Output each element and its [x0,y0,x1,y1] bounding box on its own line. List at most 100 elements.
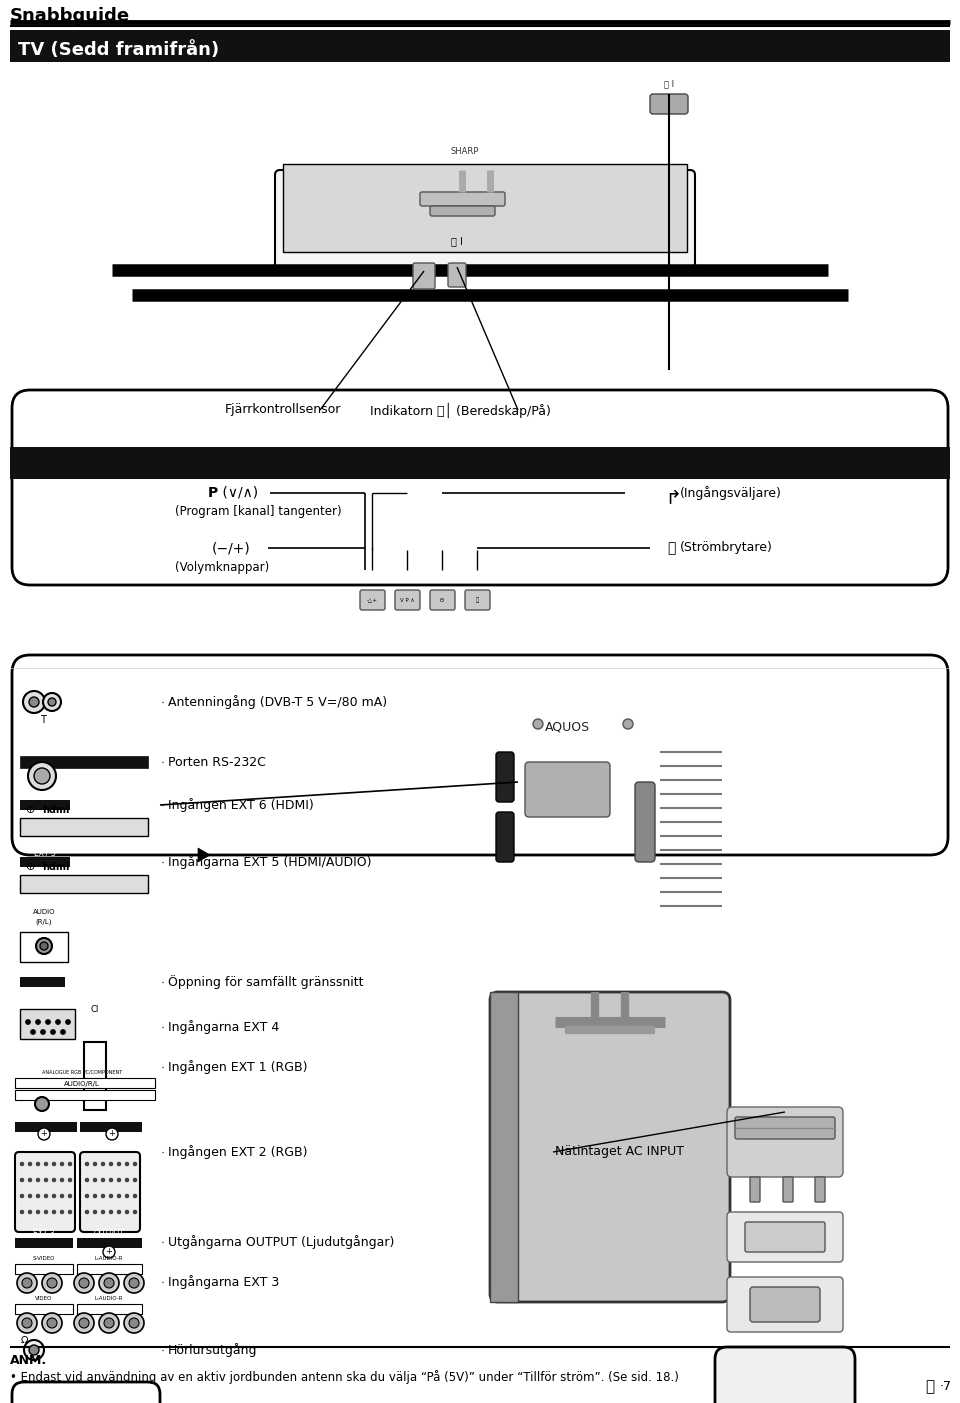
Circle shape [26,1020,31,1024]
Text: L-AUDIO-R: L-AUDIO-R [95,1256,123,1260]
Text: S-VIDEO: S-VIDEO [33,1256,55,1260]
Text: Ingången EXT 1 (RGB): Ingången EXT 1 (RGB) [168,1061,307,1073]
Circle shape [60,1162,64,1166]
Circle shape [28,1179,32,1181]
Circle shape [20,1162,24,1166]
Circle shape [22,1278,32,1288]
FancyBboxPatch shape [727,1277,843,1331]
Circle shape [28,1209,32,1214]
FancyBboxPatch shape [12,1382,160,1403]
FancyBboxPatch shape [430,591,455,610]
Text: ⒨ I: ⒨ I [664,80,674,88]
Circle shape [36,1209,40,1214]
Circle shape [23,692,45,713]
Circle shape [44,1179,48,1181]
Circle shape [68,1194,72,1198]
Text: (Program [kanal] tangenter): (Program [kanal] tangenter) [175,505,342,519]
Text: T: T [40,716,46,725]
Circle shape [29,1345,39,1355]
Text: Θ: Θ [440,598,444,602]
Circle shape [40,941,48,950]
Circle shape [85,1209,89,1214]
Text: (R/L): (R/L) [36,919,52,925]
Circle shape [48,699,56,706]
Text: Hörlursutgång: Hörlursutgång [168,1343,257,1357]
Text: hdmi: hdmi [42,861,69,873]
FancyBboxPatch shape [12,390,948,585]
FancyBboxPatch shape [360,591,385,610]
Circle shape [36,1179,40,1181]
FancyBboxPatch shape [448,262,466,288]
Circle shape [68,1209,72,1214]
Circle shape [117,1209,121,1214]
Bar [20,800,70,810]
Bar [10,448,950,478]
FancyBboxPatch shape [783,1177,793,1202]
Circle shape [56,1020,60,1024]
Text: ⒨: ⒨ [475,598,479,603]
Circle shape [125,1162,129,1166]
Text: ⒨ I: ⒨ I [451,236,463,246]
Circle shape [117,1162,121,1166]
Polygon shape [198,847,210,861]
FancyBboxPatch shape [715,1347,855,1403]
Text: Utgångarna OUTPUT (Ljudutgångar): Utgångarna OUTPUT (Ljudutgångar) [168,1235,395,1249]
Circle shape [45,1020,51,1024]
FancyBboxPatch shape [413,262,435,289]
Circle shape [79,1278,89,1288]
Circle shape [40,1030,45,1034]
Circle shape [60,1194,64,1198]
FancyBboxPatch shape [815,1177,825,1202]
Bar [77,1303,142,1315]
Text: EXT 2: EXT 2 [90,1114,111,1122]
Text: EXT 4: EXT 4 [31,968,53,978]
Text: Öppning för samfällt gränssnitt: Öppning för samfällt gränssnitt [168,975,364,989]
Text: (∨/∧): (∨/∧) [218,485,258,499]
Bar [20,932,68,962]
Text: Ingångarna EXT 5 (HDMI/AUDIO): Ingångarna EXT 5 (HDMI/AUDIO) [168,854,372,868]
Bar [15,1237,73,1249]
Circle shape [93,1179,97,1181]
Bar [20,976,65,986]
Circle shape [28,762,56,790]
Text: hdmi: hdmi [42,805,69,815]
Text: VIDEO: VIDEO [36,1295,53,1301]
Circle shape [68,1179,72,1181]
Bar [15,1078,155,1087]
FancyBboxPatch shape [650,94,688,114]
Text: Snabbguide: Snabbguide [10,7,131,25]
Circle shape [47,1278,57,1288]
FancyBboxPatch shape [727,1107,843,1177]
Text: TV (Sedd framifrån): TV (Sedd framifrån) [18,41,219,59]
Circle shape [109,1194,113,1198]
Circle shape [20,1179,24,1181]
Circle shape [36,1020,40,1024]
Circle shape [22,1317,32,1329]
Circle shape [109,1209,113,1214]
Text: ⒨: ⒨ [667,542,676,556]
Circle shape [42,1273,62,1294]
FancyBboxPatch shape [635,781,655,861]
Circle shape [28,1194,32,1198]
Circle shape [52,1179,56,1181]
Text: • Endast vid användning av en aktiv jordbunden antenn ska du välja “På (5V)” und: • Endast vid användning av en aktiv jord… [10,1369,679,1383]
Circle shape [17,1273,37,1294]
Circle shape [60,1179,64,1181]
Circle shape [60,1030,65,1034]
FancyBboxPatch shape [496,812,514,861]
Bar [20,1009,75,1040]
Circle shape [20,1194,24,1198]
Circle shape [35,1097,49,1111]
Circle shape [101,1162,105,1166]
Circle shape [133,1209,137,1214]
Text: ⊕: ⊕ [26,805,36,815]
Circle shape [38,1128,50,1141]
Bar [15,1122,77,1132]
Text: CI: CI [91,1005,99,1013]
FancyBboxPatch shape [735,1117,835,1139]
Circle shape [124,1273,144,1294]
Bar [20,756,148,767]
Text: Indikatorn ⒨│ (Beredskap/På): Indikatorn ⒨│ (Beredskap/På) [370,403,551,418]
Circle shape [103,1246,115,1258]
Circle shape [133,1162,137,1166]
